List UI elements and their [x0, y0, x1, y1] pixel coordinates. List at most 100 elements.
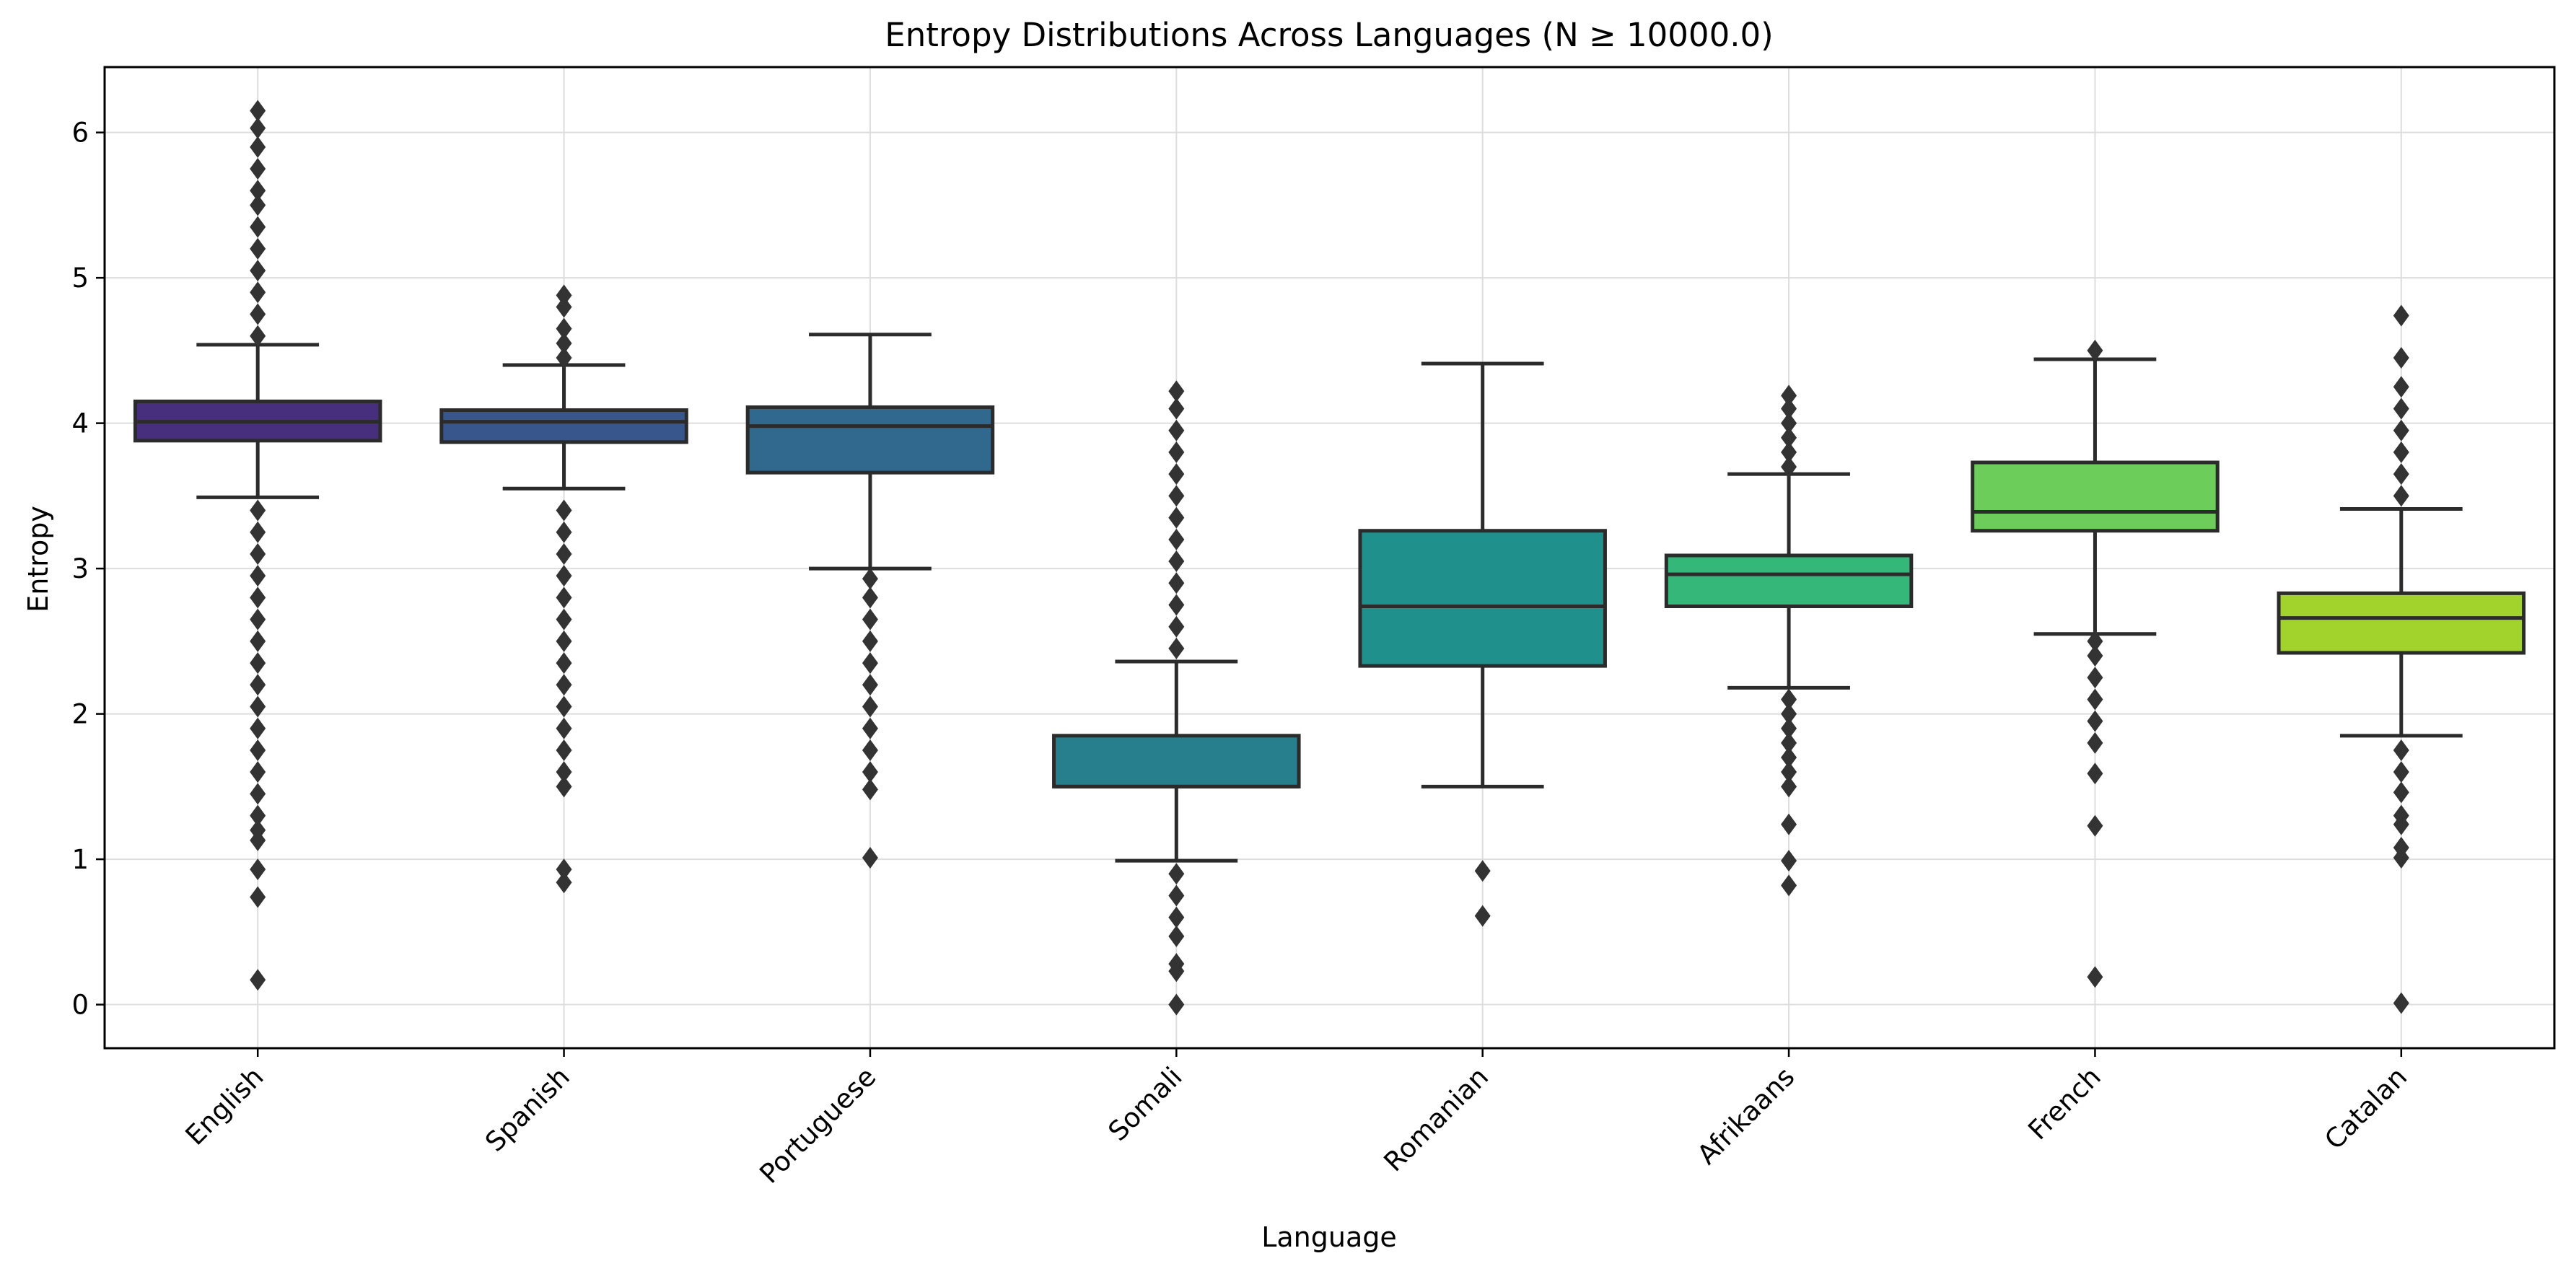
outlier-point	[250, 117, 266, 139]
outlier-point	[862, 739, 878, 761]
outlier-point	[250, 521, 266, 543]
outlier-point	[2393, 781, 2409, 804]
outlier-point	[2393, 836, 2409, 858]
outlier-point	[1168, 441, 1185, 463]
outlier-point	[1474, 860, 1491, 882]
outlier-point	[250, 100, 266, 122]
outlier-point	[1474, 905, 1491, 927]
outlier-point	[556, 565, 572, 587]
outlier-point	[2393, 485, 2409, 507]
outlier-point	[1168, 863, 1185, 885]
outlier-point	[1168, 528, 1185, 550]
y-tick-label: 6	[71, 118, 89, 149]
outlier-point	[556, 587, 572, 609]
outlier-point	[250, 281, 266, 304]
outlier-point	[1168, 506, 1185, 529]
outlier-point	[1781, 776, 1797, 798]
outlier-point	[556, 317, 572, 340]
chart-title: Entropy Distributions Across Languages (…	[885, 16, 1773, 54]
outlier-point	[250, 499, 266, 522]
outlier-point	[1781, 850, 1797, 872]
box-english	[133, 100, 382, 991]
outlier-point	[2087, 630, 2103, 652]
outlier-point	[862, 674, 878, 696]
iqr-box	[1971, 460, 2220, 533]
outlier-point	[556, 284, 572, 307]
outlier-point	[250, 194, 266, 216]
outlier-point	[250, 260, 266, 282]
y-axis-label: Entropy	[22, 506, 54, 612]
iqr-box	[1664, 553, 1914, 608]
outlier-point	[556, 695, 572, 718]
iqr-box	[439, 408, 688, 444]
outlier-point	[2087, 339, 2103, 361]
outlier-point	[2087, 763, 2103, 785]
outlier-point	[862, 761, 878, 783]
outlier-point	[2087, 966, 2103, 988]
outlier-point	[1168, 463, 1185, 486]
outlier-point	[2087, 688, 2103, 711]
outlier-point	[250, 886, 266, 908]
y-tick-label: 4	[71, 408, 89, 439]
outlier-point	[1168, 884, 1185, 907]
outlier-point	[1168, 572, 1185, 594]
outlier-point	[2087, 710, 2103, 732]
outlier-point	[1781, 747, 1797, 769]
y-tick-label: 3	[71, 553, 89, 584]
outlier-point	[556, 871, 572, 894]
outlier-point	[2393, 761, 2409, 783]
outlier-point	[556, 542, 572, 565]
outlier-point	[2087, 667, 2103, 689]
outlier-point	[1781, 441, 1797, 463]
outlier-point	[250, 804, 266, 827]
outlier-point	[862, 847, 878, 869]
outlier-point	[250, 587, 266, 609]
outlier-point	[1168, 419, 1185, 441]
outlier-point	[556, 652, 572, 675]
box-afrikaans	[1664, 385, 1914, 897]
box-portuguese	[745, 333, 995, 869]
outlier-point	[250, 216, 266, 238]
outlier-point	[250, 969, 266, 991]
outlier-point	[1168, 485, 1185, 507]
outlier-point	[556, 521, 572, 543]
box-somali	[1052, 380, 1301, 1016]
outlier-point	[2087, 732, 2103, 754]
outlier-point	[862, 695, 878, 718]
outlier-point	[250, 717, 266, 739]
outlier-point	[250, 695, 266, 718]
iqr-box	[1358, 529, 1607, 668]
outlier-point	[1781, 874, 1797, 897]
outlier-point	[1168, 550, 1185, 573]
y-tick-label: 2	[71, 699, 89, 730]
outlier-point	[556, 739, 572, 761]
outlier-point	[556, 674, 572, 696]
outlier-point	[250, 180, 266, 202]
outlier-point	[1781, 703, 1797, 725]
outlier-point	[2393, 739, 2409, 761]
outlier-point	[2393, 304, 2409, 327]
outlier-point	[250, 674, 266, 696]
outlier-point	[250, 542, 266, 565]
outlier-point	[2393, 441, 2409, 463]
outlier-point	[250, 819, 266, 841]
outlier-point	[2393, 346, 2409, 369]
outlier-point	[250, 783, 266, 805]
outlier-point	[1781, 397, 1797, 420]
box-catalan	[2277, 304, 2526, 1014]
iqr-box	[1052, 734, 1301, 788]
outlier-point	[250, 858, 266, 881]
outlier-point	[250, 630, 266, 652]
outlier-point	[2393, 376, 2409, 398]
outlier-point	[556, 761, 572, 783]
outlier-point	[1168, 594, 1185, 616]
outlier-point	[1781, 456, 1797, 478]
outlier-point	[250, 237, 266, 260]
outlier-point	[1168, 953, 1185, 975]
outlier-point	[1781, 412, 1797, 434]
outlier-point	[1168, 615, 1185, 638]
y-tick-label: 5	[71, 263, 89, 294]
outlier-point	[2393, 397, 2409, 420]
outlier-point	[250, 608, 266, 631]
